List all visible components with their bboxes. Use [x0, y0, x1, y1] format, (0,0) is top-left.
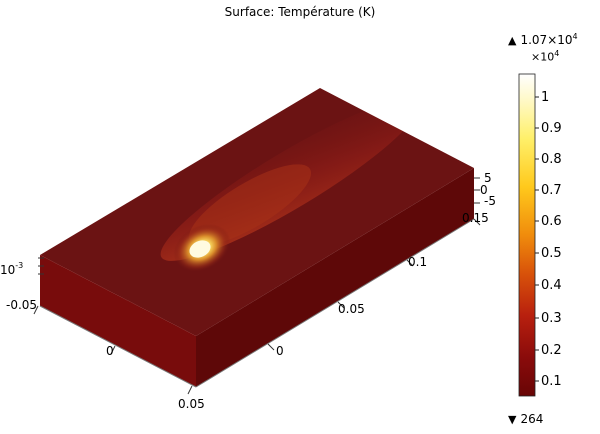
colorbar-tick: 0.9: [541, 121, 562, 136]
colorbar-tick: 0.8: [541, 152, 562, 167]
slab-front-face: [40, 255, 196, 387]
y-tick-label: 0.05: [338, 302, 365, 316]
colorbar-min: ▼ 264: [508, 412, 544, 426]
colorbar-max: ▲ 1.07×104: [508, 32, 578, 47]
colorbar-tick: 0.7: [541, 183, 562, 198]
down-triangle-icon: ▼: [508, 413, 517, 426]
colorbar-tick: 0.6: [541, 214, 562, 229]
colorbar-tick: 0.1: [541, 374, 562, 389]
colorbar-tick: 1: [541, 90, 549, 105]
colorbar-tick: 0.3: [541, 311, 562, 326]
colorbar-tick: 0.5: [541, 246, 562, 261]
z-exp-label: 10-3: [0, 261, 23, 277]
x-tick-label: -0.05: [6, 298, 37, 312]
colorbar-tick: 0.2: [541, 343, 562, 358]
slab-right-face: [196, 168, 474, 387]
colorbar: 1 0.9 0.8 0.7 0.6 0.5 0.4 0.3 0.2 0.1: [518, 73, 562, 397]
colorbar-multiplier: ×104: [531, 49, 560, 64]
colorbar-tick: 0.4: [541, 278, 562, 293]
z-tick-label: 5: [484, 171, 492, 185]
x-axis: 0.05 0 -0.05: [6, 298, 205, 411]
z-tick-label: -5: [484, 194, 496, 208]
z-axis-right: 5 0 -5: [474, 171, 496, 208]
y-tick-label: 0.1: [408, 255, 427, 269]
z-tick-label: 0: [480, 183, 488, 197]
plot-title: Surface: Température (K): [224, 5, 376, 19]
y-tick-label: 0.15: [462, 211, 489, 225]
y-tick-label: 0: [276, 344, 284, 358]
z-axis-left: 10-3: [0, 257, 44, 277]
x-tick-label: 0: [106, 344, 114, 358]
y-axis: 0 0.05 0.1 0.15: [267, 211, 489, 358]
up-triangle-icon: ▲: [508, 34, 517, 47]
x-tick-label: 0.05: [178, 397, 205, 411]
